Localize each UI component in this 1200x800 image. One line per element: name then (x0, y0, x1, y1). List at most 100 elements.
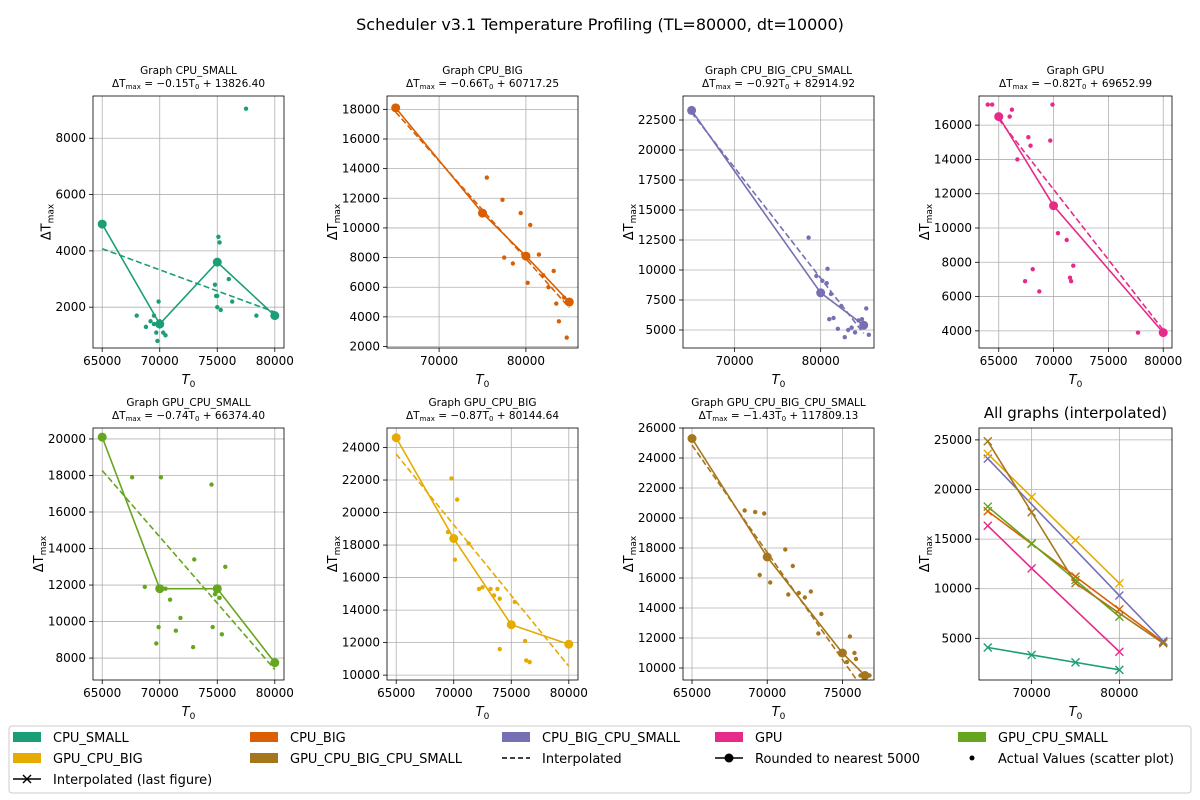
panel-equation: ΔTmax = −0.66T0 + 60717.25 (406, 78, 559, 91)
y-tick-label: 26000 (638, 421, 676, 435)
x-axis-label: T0 (182, 705, 196, 722)
scatter-point (454, 497, 460, 502)
x-tick-label: 65000 (980, 354, 1018, 368)
x-tick-label: 70000 (141, 686, 179, 700)
y-tick-label: 8000 (55, 131, 86, 145)
scatter-point (484, 175, 490, 180)
interpolated-line (691, 444, 858, 680)
panel-gpu-cpu-big-cpu-small: 65000 70000 75000 10000 12000 14000 16000 18000… (622, 397, 875, 722)
panel-equation: ΔTmax = −0.82T0 + 69652.99 (999, 78, 1152, 91)
legend-entry-rounded-to-nearest-5000: Rounded to nearest 5000 (715, 752, 920, 767)
scatter-point (802, 595, 808, 600)
scatter-point (768, 580, 773, 585)
panel-title: Graph GPU (1047, 65, 1105, 77)
scatter-point (1055, 230, 1061, 236)
rounded-point (994, 112, 1004, 122)
rounded-point (449, 534, 459, 544)
legend-label: GPU (755, 731, 782, 746)
scatter-point (859, 317, 865, 322)
x-tick-label: 70000 (435, 686, 473, 700)
scatter-point (985, 102, 990, 107)
rounded-line (690, 109, 865, 326)
plot-area (97, 432, 280, 671)
legend-entry-actual-values-scatter-plot: Actual Values (scatter plot) (969, 752, 1174, 767)
legend-entry-gpu-cpu-big: GPU_CPU_BIG (13, 752, 143, 767)
y-tick-label: 2000 (55, 300, 86, 314)
scatter-point (842, 335, 847, 340)
scatter-point (528, 222, 533, 228)
plot-area (391, 103, 574, 340)
scatter-point (742, 508, 747, 513)
scatter-point (254, 313, 259, 318)
interpolated-line (395, 453, 570, 667)
scatter-point (1015, 157, 1020, 162)
y-tick-label: 4000 (941, 324, 972, 338)
scatter-point (163, 333, 168, 338)
y-tick-label: 10000 (48, 615, 86, 629)
y-tick-label: 20000 (342, 506, 380, 520)
scatter-point (129, 475, 135, 480)
x-tick-label: 80000 (1144, 354, 1182, 368)
x-tick-label: 65000 (83, 686, 121, 700)
legend-dot-swatch (969, 755, 975, 761)
y-axis-label: ΔTmax (40, 203, 57, 240)
scatter-point (216, 234, 221, 239)
scatter-point (190, 644, 196, 650)
x-tick-label: 75000 (198, 354, 236, 368)
x-marker (983, 643, 993, 652)
panel-gpu-cpu-big: 65000 70000 75000 80000 10000 12000 14000 16000… (326, 397, 588, 722)
rounded-point (155, 584, 165, 594)
y-tick-label: 4000 (55, 244, 86, 258)
rounded-point (837, 648, 847, 658)
scatter-point (825, 266, 830, 271)
scatter-point (783, 547, 788, 552)
axes-frame (682, 427, 875, 681)
x-marker (1114, 578, 1124, 588)
panel-title: Graph GPU_CPU_BIG (429, 397, 537, 409)
y-tick-label: 10000 (934, 582, 972, 596)
rounded-point (212, 584, 222, 594)
scatter-point (814, 273, 819, 279)
x-marker (983, 502, 993, 512)
legend-frame (8, 725, 1192, 794)
y-tick-label: 14000 (638, 601, 676, 615)
legend-entry-cpu-small: CPU_SMALL (13, 731, 130, 746)
scatter-point (212, 282, 218, 287)
x-tick-label: 75000 (1089, 354, 1127, 368)
x-marker (1027, 492, 1037, 502)
y-tick-label: 12000 (48, 578, 86, 592)
y-tick-label: 18000 (638, 541, 676, 555)
scatter-point (192, 557, 197, 562)
scatter-point (148, 319, 153, 324)
scatter-point (527, 659, 532, 665)
scatter-point (156, 299, 161, 304)
rounded-point (859, 320, 869, 330)
series-line-gpu-cpu-big-cpu-small (987, 440, 1164, 644)
scatter-point (178, 615, 183, 621)
x-marker (1114, 591, 1124, 601)
scatter-point (155, 338, 160, 344)
scatter-point (1050, 102, 1055, 107)
x-tick-label: 70000 (141, 354, 179, 368)
scatter-point (217, 595, 222, 601)
scatter-point (158, 475, 164, 480)
scatter-point (495, 586, 500, 592)
scatter-point (518, 210, 523, 216)
y-tick-label: 20000 (934, 483, 972, 497)
x-tick-label: 80000 (256, 354, 294, 368)
x-marker (1158, 638, 1168, 648)
scatter-point (831, 315, 836, 321)
x-marker (1071, 535, 1080, 545)
scatter-point (864, 306, 869, 311)
x-tick-label: 65000 (673, 686, 711, 700)
scatter-point (790, 563, 795, 569)
legend-entry-gpu-cpu-big-cpu-small: GPU_CPU_BIG_CPU_SMALL (250, 752, 463, 767)
scatter-point (762, 511, 767, 516)
panel-title: Graph GPU_CPU_BIG_CPU_SMALL (691, 397, 866, 409)
scatter-point (1064, 237, 1069, 243)
scatter-point (853, 656, 859, 662)
x-marker (1027, 650, 1037, 660)
x-marker (1027, 507, 1037, 517)
x-marker (1027, 538, 1037, 548)
rounded-point (506, 620, 516, 630)
